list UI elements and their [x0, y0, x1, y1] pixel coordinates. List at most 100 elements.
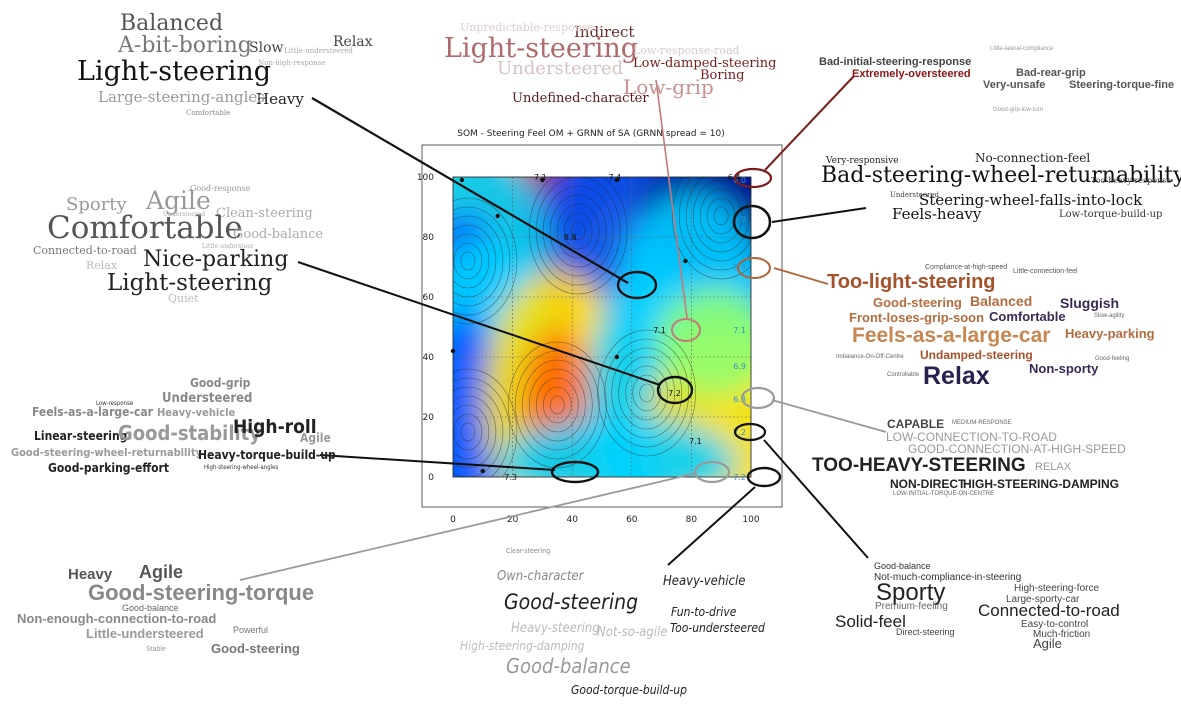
cloud-word: Much-friction	[1033, 629, 1091, 640]
cloud-word: Nice-parking	[143, 247, 289, 272]
cloud-word: Non-enough-connection-to-road	[17, 611, 217, 626]
contour-value-label: 7.2	[733, 473, 746, 482]
contour-value-label: 6.9	[733, 362, 746, 371]
contour-line	[549, 194, 607, 268]
cloud-word: Stable	[146, 646, 166, 653]
cloud-word: Not-so-agile	[597, 625, 668, 640]
cloud-word: Easy-to-control	[1021, 619, 1089, 630]
contour-value-label: 7.1	[689, 437, 702, 446]
cloud-word: Clear-steering	[506, 547, 551, 555]
cloud-word: Controllable	[887, 372, 920, 378]
cloud-word: Good-steering-torque	[88, 580, 315, 605]
sample-point	[614, 177, 620, 183]
contour-line	[678, 177, 751, 271]
leader-line	[764, 75, 855, 171]
cloud-word: Connected-to-road	[33, 244, 137, 257]
heatmap-blob	[655, 288, 751, 396]
contour-line	[556, 203, 600, 259]
cloud-word: Steering-torque-fine	[1069, 79, 1175, 91]
contour-line	[692, 179, 750, 253]
x-tick-label: 80	[686, 515, 698, 525]
cloud-word: Feels-as-a-large-car	[32, 405, 153, 419]
cloud-word: Good-response	[190, 184, 251, 193]
cloud-word: High-steering-force	[1014, 583, 1100, 594]
cloud-word: Good-feeling	[1095, 356, 1130, 362]
cloud-word: High-steering-damping	[963, 477, 1119, 491]
cloud-word: Feels-heavy	[892, 205, 982, 223]
contour-line	[542, 185, 614, 277]
y-tick-label: 0	[428, 473, 434, 483]
cloud-word: Heavy-steering	[511, 621, 600, 636]
cloud-word: Good-balance	[122, 603, 179, 613]
cloud-word: Bad-rear-grip	[1016, 67, 1086, 79]
contour-line	[521, 359, 593, 451]
cloud-word: Very-unsafe	[983, 79, 1046, 91]
contour-lines	[453, 177, 751, 477]
cloud-word: Too-heavy-steering	[812, 455, 1026, 476]
cloud-word: Good-steering	[873, 295, 962, 310]
contour-value-label: 7.2	[668, 389, 681, 398]
highlight-ellipse	[616, 270, 658, 300]
cloud-word: Little-understeer	[202, 243, 254, 250]
cloud-word: Understeered	[162, 391, 253, 406]
cloud-word: Too-light-steering	[827, 271, 996, 293]
leader-line	[297, 261, 661, 386]
cloud-word: Relax	[1035, 461, 1072, 473]
cloud-word: Agile	[1033, 636, 1062, 651]
cloud-word: Good-grip-low-turn	[993, 107, 1044, 113]
cloud-word: Undefined-character	[512, 91, 649, 106]
cloud-word: Heavy-torque-build-up	[198, 448, 336, 462]
sample-point	[480, 468, 485, 474]
leader-line	[667, 486, 756, 566]
cloud-word: Low-initial-torque-on-centre	[893, 491, 995, 497]
sample-point	[614, 354, 620, 360]
cloud-word: Imbalance-On-Off-Centre	[836, 354, 904, 360]
contour-line	[713, 206, 729, 226]
contour-line	[460, 422, 476, 442]
cloud-word: Little-connection-feel	[1013, 268, 1078, 275]
cloud-word: Good-torque-build-up	[571, 683, 687, 697]
leader-line	[319, 454, 556, 471]
axes-frame	[421, 144, 783, 508]
cloud-word: Good-steering	[211, 641, 300, 656]
cloud-word: Low-grip	[623, 75, 714, 99]
cloud-word: Relax	[923, 362, 990, 390]
cloud-word: Relax	[86, 259, 118, 272]
heatmap-blob	[497, 417, 737, 477]
contour-value-label: 6.0	[733, 176, 746, 185]
cloud-word: Bad-steering-wheel-returnability	[821, 163, 1181, 188]
leader-lines	[239, 75, 887, 581]
cloud-word: Understeered	[890, 191, 940, 199]
cloud-word: Light-steering	[77, 56, 272, 87]
contour-value-label: 7.1	[534, 173, 547, 182]
cloud-word: Too-heavy-response	[1091, 176, 1172, 185]
leader-line	[311, 97, 629, 284]
y-tick-label: 40	[423, 353, 435, 363]
cloud-word: Understeered	[497, 58, 624, 79]
cloud-word: Own-character	[497, 569, 584, 584]
cloud-word: Light-steering	[444, 33, 639, 64]
y-tick-label: 20	[423, 413, 435, 423]
contour-value-label: 7.1	[653, 326, 666, 335]
contour-line	[611, 347, 683, 439]
highlight-ellipse	[737, 257, 771, 279]
cloud-word: Low-damped-steering	[633, 56, 777, 71]
highlight-ellipse	[656, 375, 694, 405]
cloud-word: Front-loses-grip-soon	[849, 310, 985, 325]
leader-line	[773, 267, 829, 285]
cloud-word: Powerful	[233, 625, 269, 635]
cloud-word: Linear-steering	[34, 429, 128, 443]
heatmap-plot: 0 20 40 60 80 100 0 20 40 60 80 100 6.0 5.9 5.8 7.1 6.9 6…	[417, 144, 783, 525]
cloud-word: Low-connection-to-road	[886, 430, 1057, 444]
cloud-word: Good-connection-at-high-speed	[908, 442, 1126, 456]
contour-line	[507, 341, 607, 469]
cloud-word: Premium-feeling	[875, 601, 948, 612]
cloud-word: Non-sporty	[1029, 361, 1099, 376]
cloud-word: Good-stability	[118, 421, 261, 445]
contour-line	[453, 395, 497, 469]
cloud-word: Little-understeered	[86, 626, 204, 641]
chart-title: SOM - Steering Feel OM + GRNN of SA (GRN…	[457, 129, 725, 139]
cloud-word: Good-balance	[233, 227, 324, 242]
cloud-word: Good-steering	[504, 590, 639, 614]
cloud-word: Balanced	[970, 293, 1033, 309]
